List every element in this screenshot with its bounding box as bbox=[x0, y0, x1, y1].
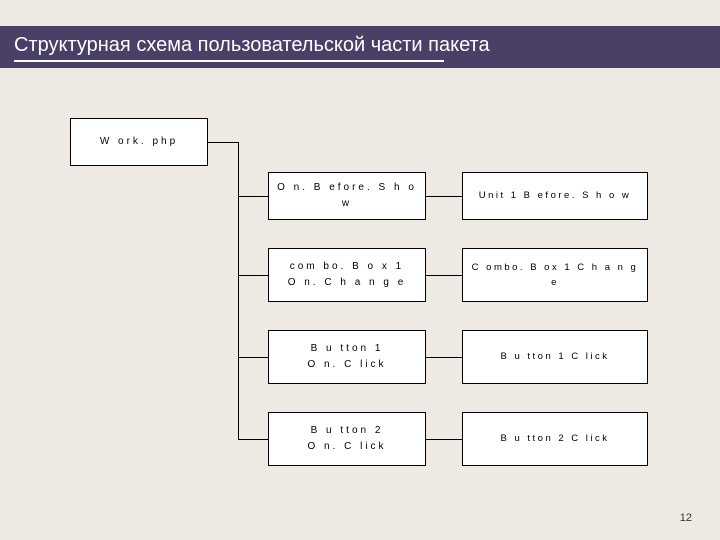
node-mid-3-label: O n. C lick bbox=[307, 439, 386, 455]
connector bbox=[238, 196, 268, 197]
connector bbox=[238, 142, 239, 440]
node-mid-2: B u tton 1O n. C lick bbox=[268, 330, 426, 384]
connector bbox=[426, 357, 462, 358]
node-mid-0-label: O n. B efore. S h o w bbox=[273, 180, 421, 212]
node-mid-1-label: O n. C h a n g e bbox=[288, 275, 407, 291]
connector bbox=[238, 439, 268, 440]
node-mid-3-label: B u tton 2 bbox=[311, 423, 384, 439]
node-right-3-label: B u tton 2 C lick bbox=[500, 431, 609, 446]
connector bbox=[208, 142, 238, 143]
page-title: Структурная схема пользовательской части… bbox=[14, 34, 490, 56]
node-mid-0: O n. B efore. S h o w bbox=[268, 172, 426, 220]
node-right-1: C ombo. B ox 1 C h a n g e bbox=[462, 248, 648, 302]
node-right-1-label: C ombo. B ox 1 C h a n g e bbox=[467, 260, 643, 290]
title-underline bbox=[14, 60, 444, 62]
connector bbox=[238, 275, 268, 276]
connector bbox=[426, 196, 462, 197]
node-right-3: B u tton 2 C lick bbox=[462, 412, 648, 466]
node-mid-1-label: com bo. B o x 1 bbox=[290, 259, 404, 275]
node-root-label: W ork. php bbox=[100, 134, 178, 150]
node-mid-1: com bo. B o x 1O n. C h a n g e bbox=[268, 248, 426, 302]
page-number: 12 bbox=[680, 512, 692, 524]
connector bbox=[238, 357, 268, 358]
node-root: W ork. php bbox=[70, 118, 208, 166]
node-right-0: Unit 1 B efore. S h o w bbox=[462, 172, 648, 220]
connector bbox=[426, 439, 462, 440]
node-mid-3: B u tton 2O n. C lick bbox=[268, 412, 426, 466]
node-mid-2-label: O n. C lick bbox=[307, 357, 386, 373]
node-right-0-label: Unit 1 B efore. S h o w bbox=[479, 188, 632, 203]
node-right-2-label: B u tton 1 C lick bbox=[500, 349, 609, 364]
node-right-2: B u tton 1 C lick bbox=[462, 330, 648, 384]
connector bbox=[426, 275, 462, 276]
node-mid-2-label: B u tton 1 bbox=[311, 341, 384, 357]
title-bar: Структурная схема пользовательской части… bbox=[0, 26, 720, 68]
